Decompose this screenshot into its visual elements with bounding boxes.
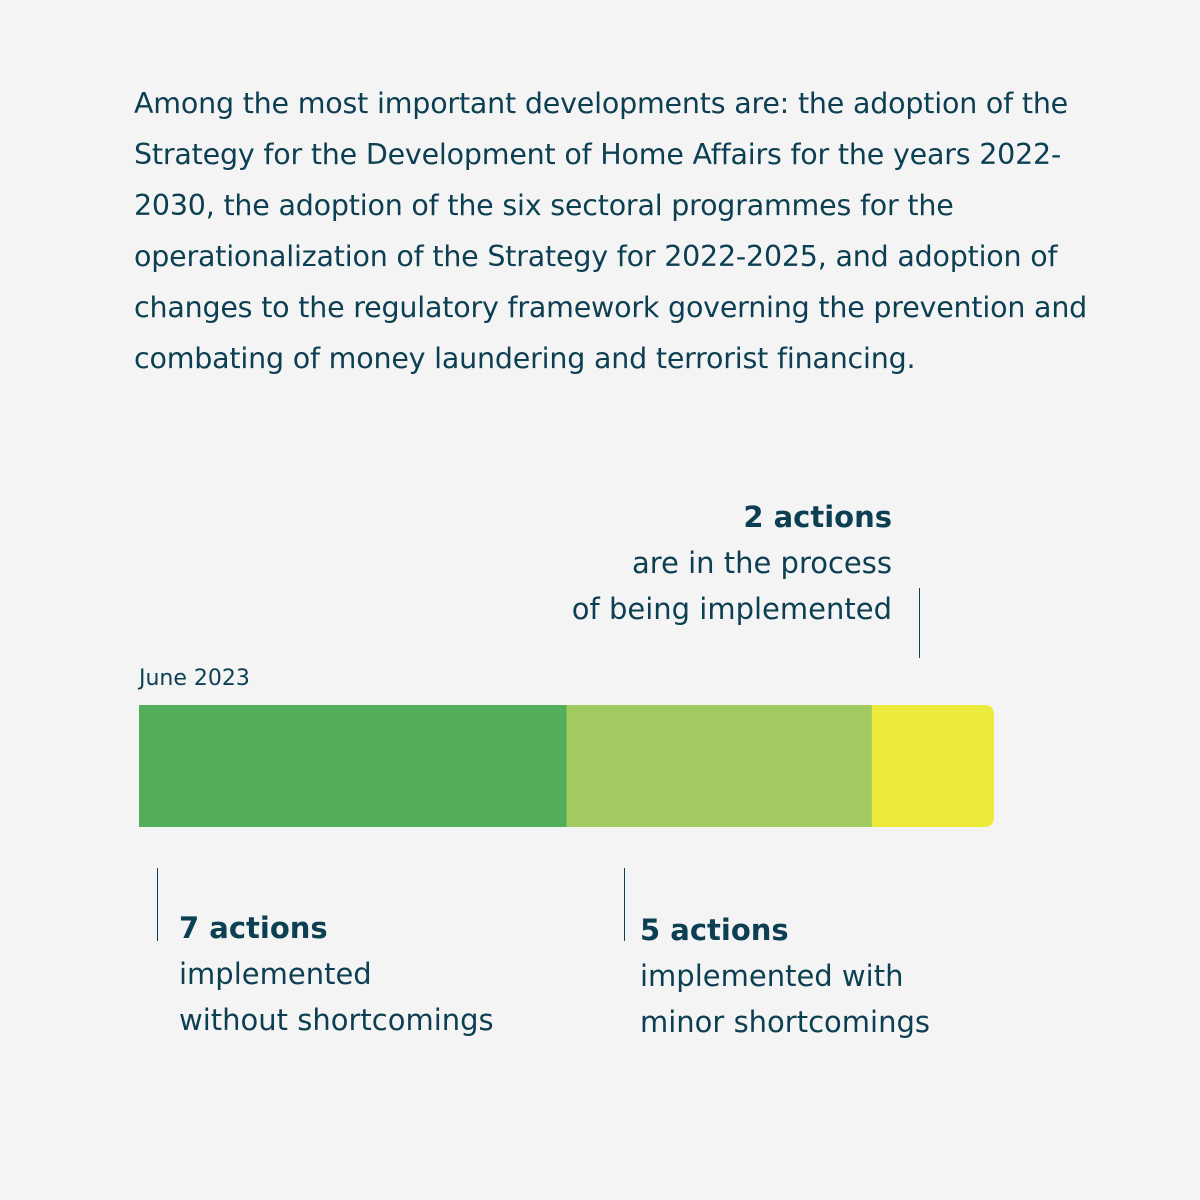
in-process-leader-line <box>919 588 920 658</box>
in-process-desc-line1: are in the process <box>631 546 892 580</box>
implemented-count: 7 actions <box>179 911 328 945</box>
in-process-count: 2 actions <box>743 500 892 534</box>
minor-shortcomings-leader-line <box>624 868 625 941</box>
segment-label-minor-shortcomings: 5 actions implemented with minor shortco… <box>640 907 930 1045</box>
minor-shortcomings-desc-line1: implemented with <box>640 959 904 993</box>
stacked-bar <box>139 705 994 827</box>
implemented-desc-line2: without shortcomings <box>179 1003 494 1037</box>
implemented-desc-line1: implemented <box>179 957 372 991</box>
minor-shortcomings-count: 5 actions <box>640 913 789 947</box>
implemented-leader-line <box>157 868 158 941</box>
in-process-desc-line2: of being implemented <box>571 592 892 626</box>
segment-implemented <box>139 705 567 827</box>
segment-label-in-process: 2 actions are in the process of being im… <box>572 494 892 632</box>
period-label: June 2023 <box>139 666 250 691</box>
segment-label-implemented: 7 actions implemented without shortcomin… <box>179 905 494 1043</box>
minor-shortcomings-desc-line2: minor shortcomings <box>640 1005 930 1039</box>
segment-minor-shortcomings <box>566 705 873 827</box>
segment-in-process <box>871 705 994 827</box>
intro-paragraph: Among the most important developments ar… <box>134 87 1088 375</box>
